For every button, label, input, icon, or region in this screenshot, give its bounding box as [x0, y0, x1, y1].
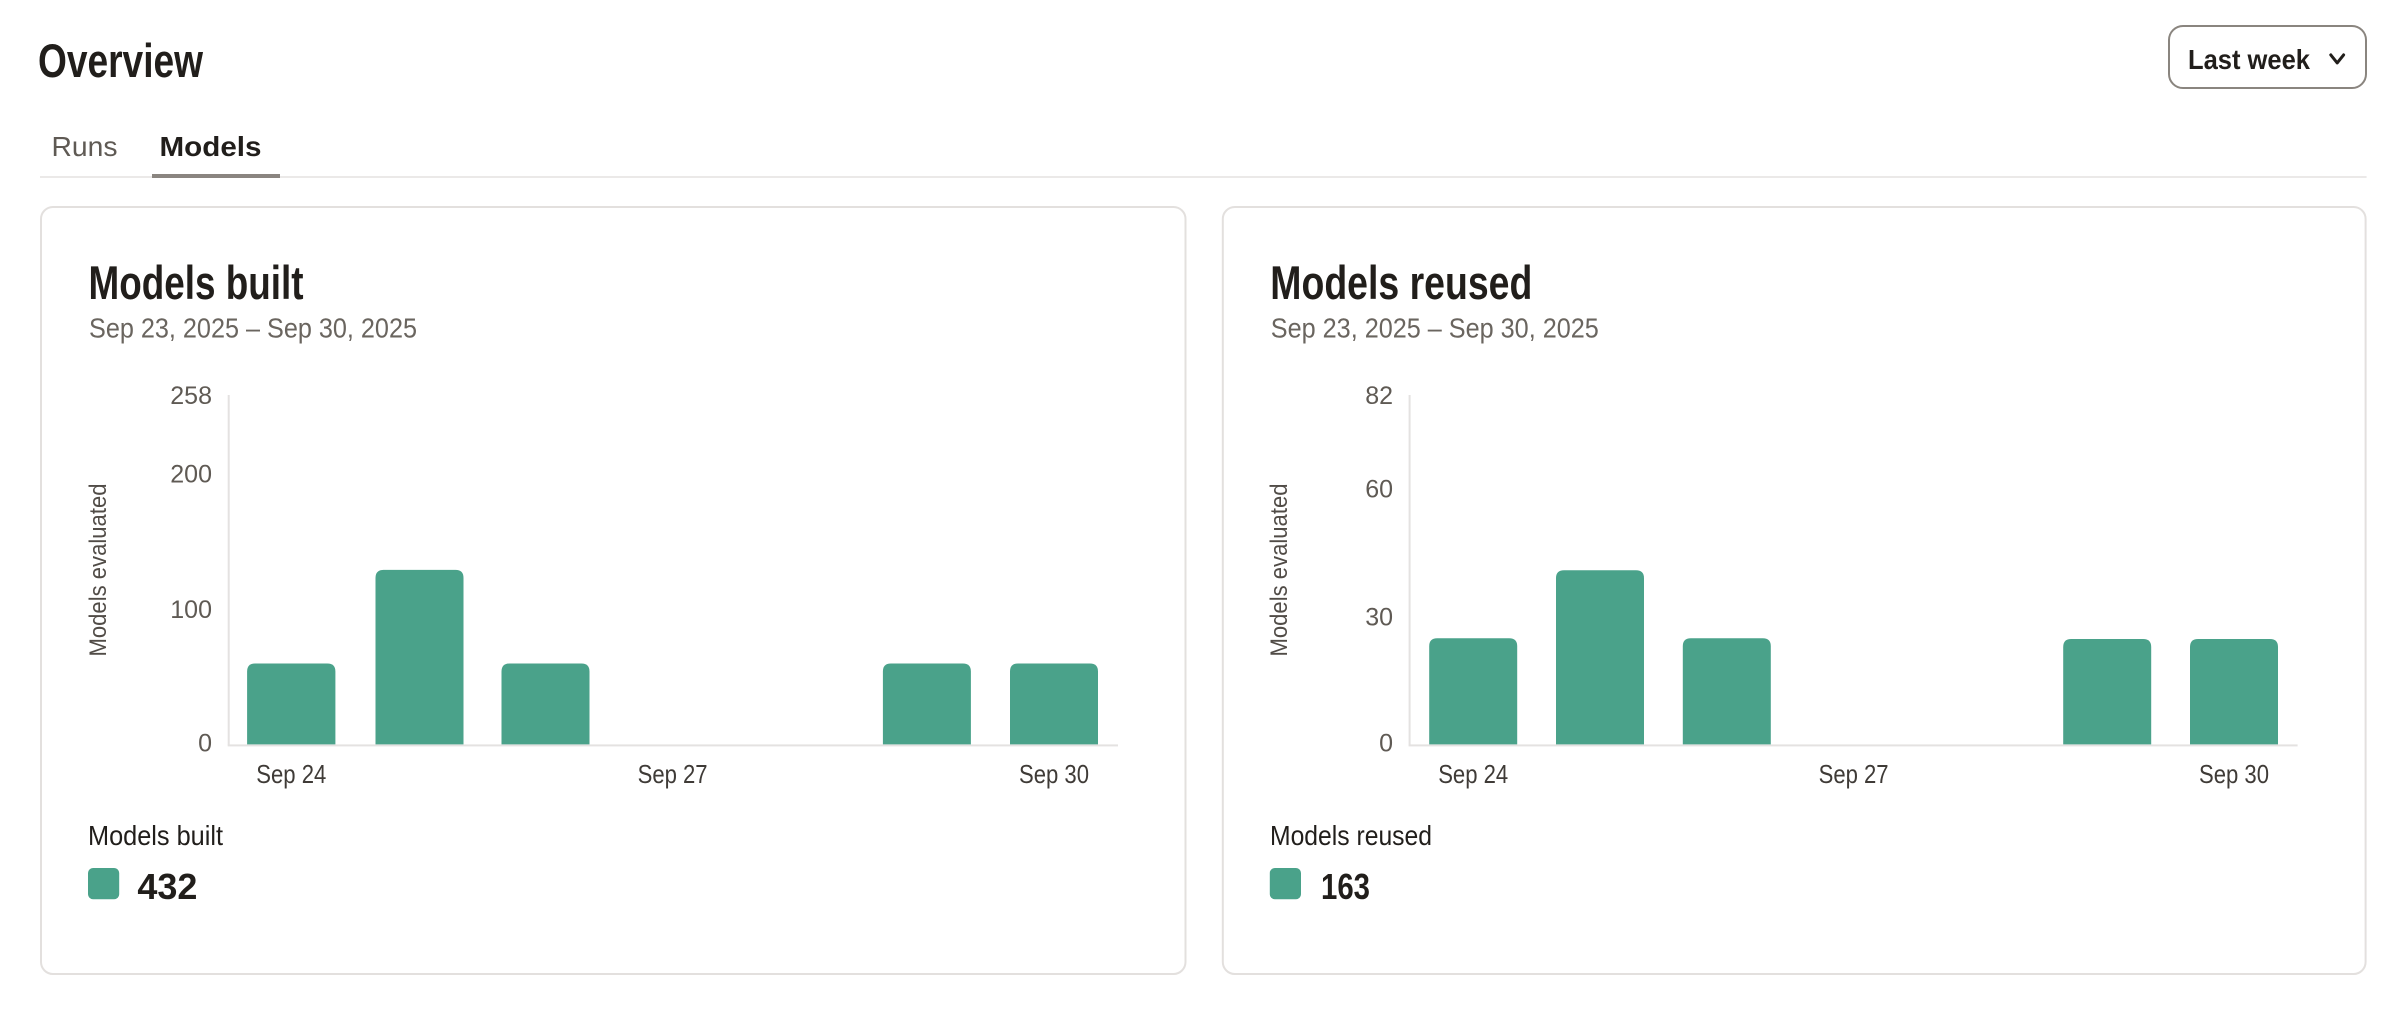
svg-text:Models built: Models built	[89, 256, 304, 309]
svg-text:100: 100	[170, 596, 212, 624]
svg-text:Last week: Last week	[2188, 44, 2310, 75]
svg-text:Models built: Models built	[88, 820, 223, 851]
svg-text:Sep 23, 2025 – Sep 30, 2025: Sep 23, 2025 – Sep 30, 2025	[1271, 312, 1599, 343]
svg-text:0: 0	[198, 729, 212, 757]
svg-text:Models: Models	[160, 131, 262, 162]
svg-text:Sep 30: Sep 30	[2199, 759, 2269, 789]
svg-text:30: 30	[1365, 603, 1393, 631]
svg-text:Sep 27: Sep 27	[1819, 759, 1889, 789]
svg-text:Overview: Overview	[38, 34, 203, 87]
svg-text:258: 258	[170, 382, 212, 410]
svg-text:82: 82	[1365, 382, 1393, 410]
svg-text:Sep 24: Sep 24	[256, 759, 326, 789]
svg-text:Models evaluated: Models evaluated	[1266, 484, 1293, 657]
svg-text:Sep 30: Sep 30	[1019, 759, 1089, 789]
svg-text:Sep 23, 2025 – Sep 30, 2025: Sep 23, 2025 – Sep 30, 2025	[89, 312, 417, 343]
svg-text:Models reused: Models reused	[1270, 256, 1532, 309]
svg-text:163: 163	[1321, 866, 1370, 907]
svg-text:Sep 24: Sep 24	[1438, 759, 1508, 789]
svg-text:200: 200	[170, 461, 212, 489]
svg-text:60: 60	[1365, 476, 1393, 504]
svg-text:Runs: Runs	[52, 131, 118, 162]
svg-text:0: 0	[1379, 729, 1393, 757]
svg-text:Sep 27: Sep 27	[638, 759, 708, 789]
svg-text:Models reused: Models reused	[1270, 820, 1432, 851]
svg-text:432: 432	[137, 866, 197, 907]
svg-text:Models evaluated: Models evaluated	[85, 484, 112, 657]
